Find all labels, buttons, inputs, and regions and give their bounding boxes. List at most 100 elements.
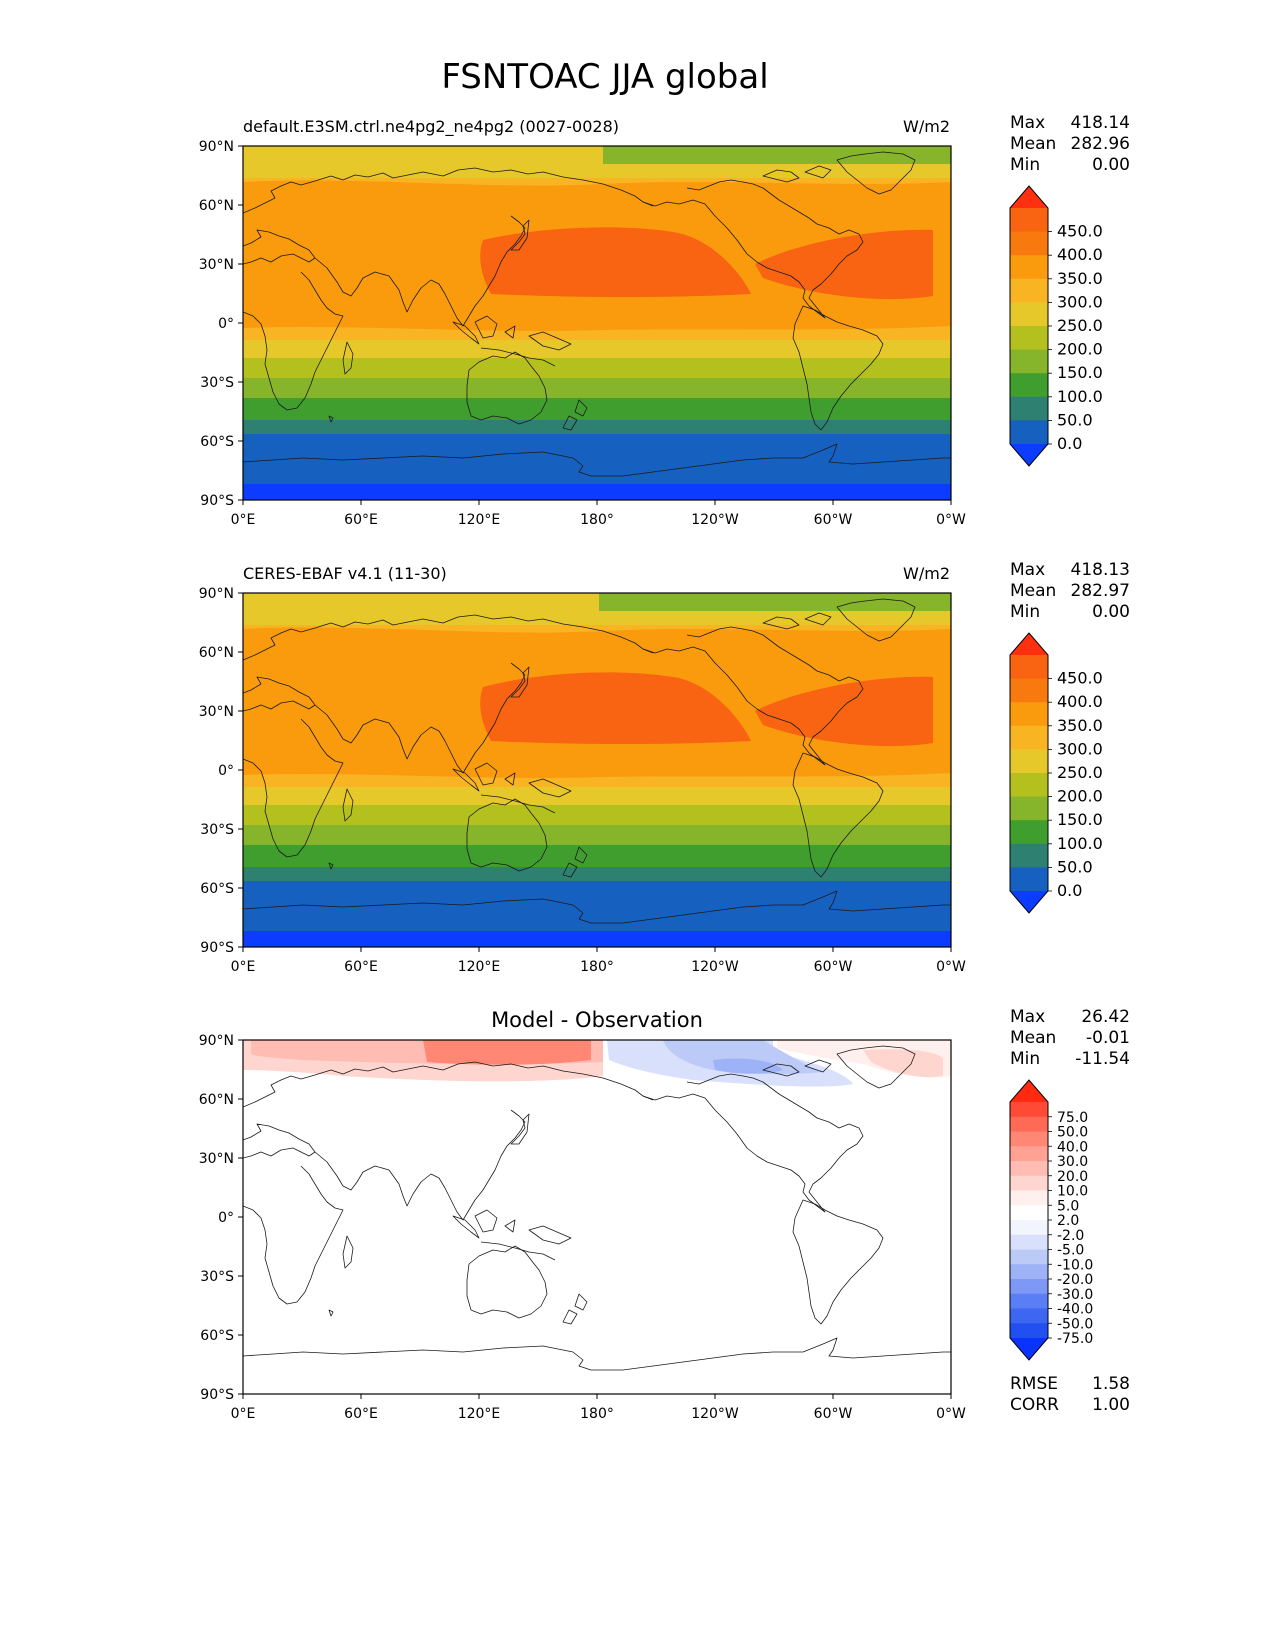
stat-value-max: 418.13 [1071, 560, 1130, 580]
colorbar-segment [1010, 278, 1048, 303]
stats-box-diff: Max 26.42 Mean -0.01 Min -11.54 RMSE 1.5… [1010, 1007, 1130, 1415]
stat-value-min: 0.00 [1092, 602, 1130, 622]
colorbar-segment [1010, 1146, 1048, 1162]
colorbar-segment [1010, 1205, 1048, 1221]
colorbar-tick-label: -75.0 [1057, 1331, 1093, 1347]
lat-tick-label: 90°S [200, 493, 234, 509]
colorbar-tick-label: -40.0 [1057, 1302, 1093, 1318]
colorbar-segment [1010, 1264, 1048, 1280]
lon-tick-label: 180° [580, 1406, 614, 1422]
lon-tick-label: 120°E [458, 512, 501, 528]
lon-tick-label: 60°E [344, 512, 378, 528]
stat-label-min: Min [1010, 602, 1040, 622]
panel-units: W/m2 [903, 117, 950, 136]
colorbar-segment [1010, 678, 1048, 703]
stat-label-min: Min [1010, 1049, 1040, 1069]
colorbar-segment [1010, 1323, 1048, 1339]
lon-tick-label: 60°E [344, 1406, 378, 1422]
stat-label-max: Max [1010, 113, 1045, 133]
colorbar-segment [1010, 796, 1048, 821]
colorbar-segment [1010, 1234, 1048, 1250]
panel-obs: 90°N 60°N 30°N 0° 30°S 60°S 90°S 0°E 60°E 120°E 1… [199, 564, 966, 975]
colorbar-tick-label: 300.0 [1057, 292, 1103, 311]
lat-ticks: 90°N 60°N 30°N 0° 30°S 60°S 90°S [199, 1033, 243, 1403]
stat-value-mean: 282.96 [1071, 134, 1130, 154]
colorbar-tick-label: 100.0 [1057, 387, 1103, 406]
colorbar-segment [1010, 302, 1048, 327]
colorbar-segment [1010, 749, 1048, 774]
colorbar-segment [1010, 820, 1048, 845]
colorbar-tick-label: 300.0 [1057, 739, 1103, 758]
colorbar-tick-label: 0.0 [1057, 881, 1082, 900]
stat-label-mean: Mean [1010, 134, 1056, 154]
stat-value-corr: 1.00 [1092, 1395, 1130, 1415]
stats-box-model: Max 418.14 Mean 282.96 Min 0.00 [1010, 113, 1130, 175]
colorbar-tick-label: 5.0 [1057, 1198, 1079, 1214]
colorbar-segment [1010, 1279, 1048, 1295]
colorbar-segment [1010, 349, 1048, 374]
colorbar-extend-min [1010, 444, 1048, 466]
colorbar-segment [1010, 655, 1048, 680]
panel-title-left: CERES-EBAF v4.1 (11-30) [243, 564, 447, 583]
colorbar-segment [1010, 1102, 1048, 1118]
lat-tick-label: 90°N [199, 586, 234, 602]
lat-tick-label: 90°S [200, 940, 234, 956]
colorbar-tick-label: 75.0 [1057, 1110, 1088, 1126]
lon-tick-label: 120°E [458, 1406, 501, 1422]
colorbar-segment [1010, 773, 1048, 798]
lon-tick-label: 120°E [458, 959, 501, 975]
lat-tick-label: 30°N [199, 257, 234, 273]
colorbar-tick-label: 20.0 [1057, 1169, 1088, 1185]
lat-tick-label: 30°S [200, 822, 234, 838]
colorbar-tick-label: 10.0 [1057, 1184, 1088, 1200]
lat-ticks: 90°N 60°N 30°N 0° 30°S 60°S 90°S [199, 139, 243, 509]
colorbar-segment [1010, 1161, 1048, 1177]
lon-tick-label: 120°W [691, 959, 739, 975]
colorbar-extend-min [1010, 1338, 1048, 1360]
stat-value-mean: -0.01 [1086, 1028, 1130, 1048]
stat-label-min: Min [1010, 155, 1040, 175]
lat-tick-label: 30°S [200, 375, 234, 391]
lat-tick-label: 90°N [199, 1033, 234, 1049]
colorbar-tick-label: 450.0 [1057, 669, 1103, 688]
colorbar-tick-label: 350.0 [1057, 716, 1103, 735]
colorbar-tick-label: -5.0 [1057, 1243, 1084, 1259]
colorbar-tick-label: 2.0 [1057, 1213, 1079, 1229]
colorbar-tick-label: 350.0 [1057, 269, 1103, 288]
colorbar-tick-label: 250.0 [1057, 316, 1103, 335]
contour-fill [243, 146, 951, 500]
lon-ticks: 0°E 60°E 120°E 180° 120°W 60°W 0°W [231, 947, 966, 975]
colorbar-extend-max [1010, 633, 1048, 655]
colorbar-segment [1010, 1131, 1048, 1147]
lon-ticks: 0°E 60°E 120°E 180° 120°W 60°W 0°W [231, 500, 966, 528]
lat-tick-label: 0° [218, 1210, 234, 1226]
lon-tick-label: 0°E [231, 512, 256, 528]
colorbar-segment [1010, 725, 1048, 750]
colorbar-tick-label: 50.0 [1057, 857, 1093, 876]
figure-title: FSNTOAC JJA global [441, 57, 768, 97]
contour-fill [243, 1040, 951, 1394]
lat-tick-label: 30°S [200, 1269, 234, 1285]
colorbar-obs: 450.0 400.0 350.0 300.0 250.0 200.0 150.0 100.0… [1009, 632, 1103, 914]
colorbar-segment [1010, 208, 1048, 233]
lon-tick-label: 120°W [691, 512, 739, 528]
stat-label-mean: Mean [1010, 581, 1056, 601]
lon-tick-label: 0°E [231, 959, 256, 975]
colorbar-extend-min [1010, 891, 1048, 913]
colorbar-tick-label: 200.0 [1057, 787, 1103, 806]
colorbar-model: 450.0 400.0 350.0 300.0 250.0 200.0 150.0 100.0… [1009, 185, 1103, 467]
lat-tick-label: 60°N [199, 1092, 234, 1108]
colorbar-tick-label: 150.0 [1057, 810, 1103, 829]
lon-tick-label: 0°W [936, 959, 966, 975]
colorbar-tick-label: 450.0 [1057, 222, 1103, 241]
lat-tick-label: 60°N [199, 645, 234, 661]
stat-value-min: -11.54 [1075, 1049, 1130, 1069]
colorbar-tick-label: 30.0 [1057, 1154, 1088, 1170]
lat-tick-label: 0° [218, 763, 234, 779]
colorbar-extend-max [1010, 1080, 1048, 1102]
lon-tick-label: 0°W [936, 1406, 966, 1422]
lat-tick-label: 60°S [200, 881, 234, 897]
panel-diff: 90°N 60°N 30°N 0° 30°S 60°S 90°S 0°E 60°E 120°E 1… [199, 1008, 966, 1422]
colorbar-segment [1010, 255, 1048, 280]
colorbar-segment [1010, 1220, 1048, 1236]
